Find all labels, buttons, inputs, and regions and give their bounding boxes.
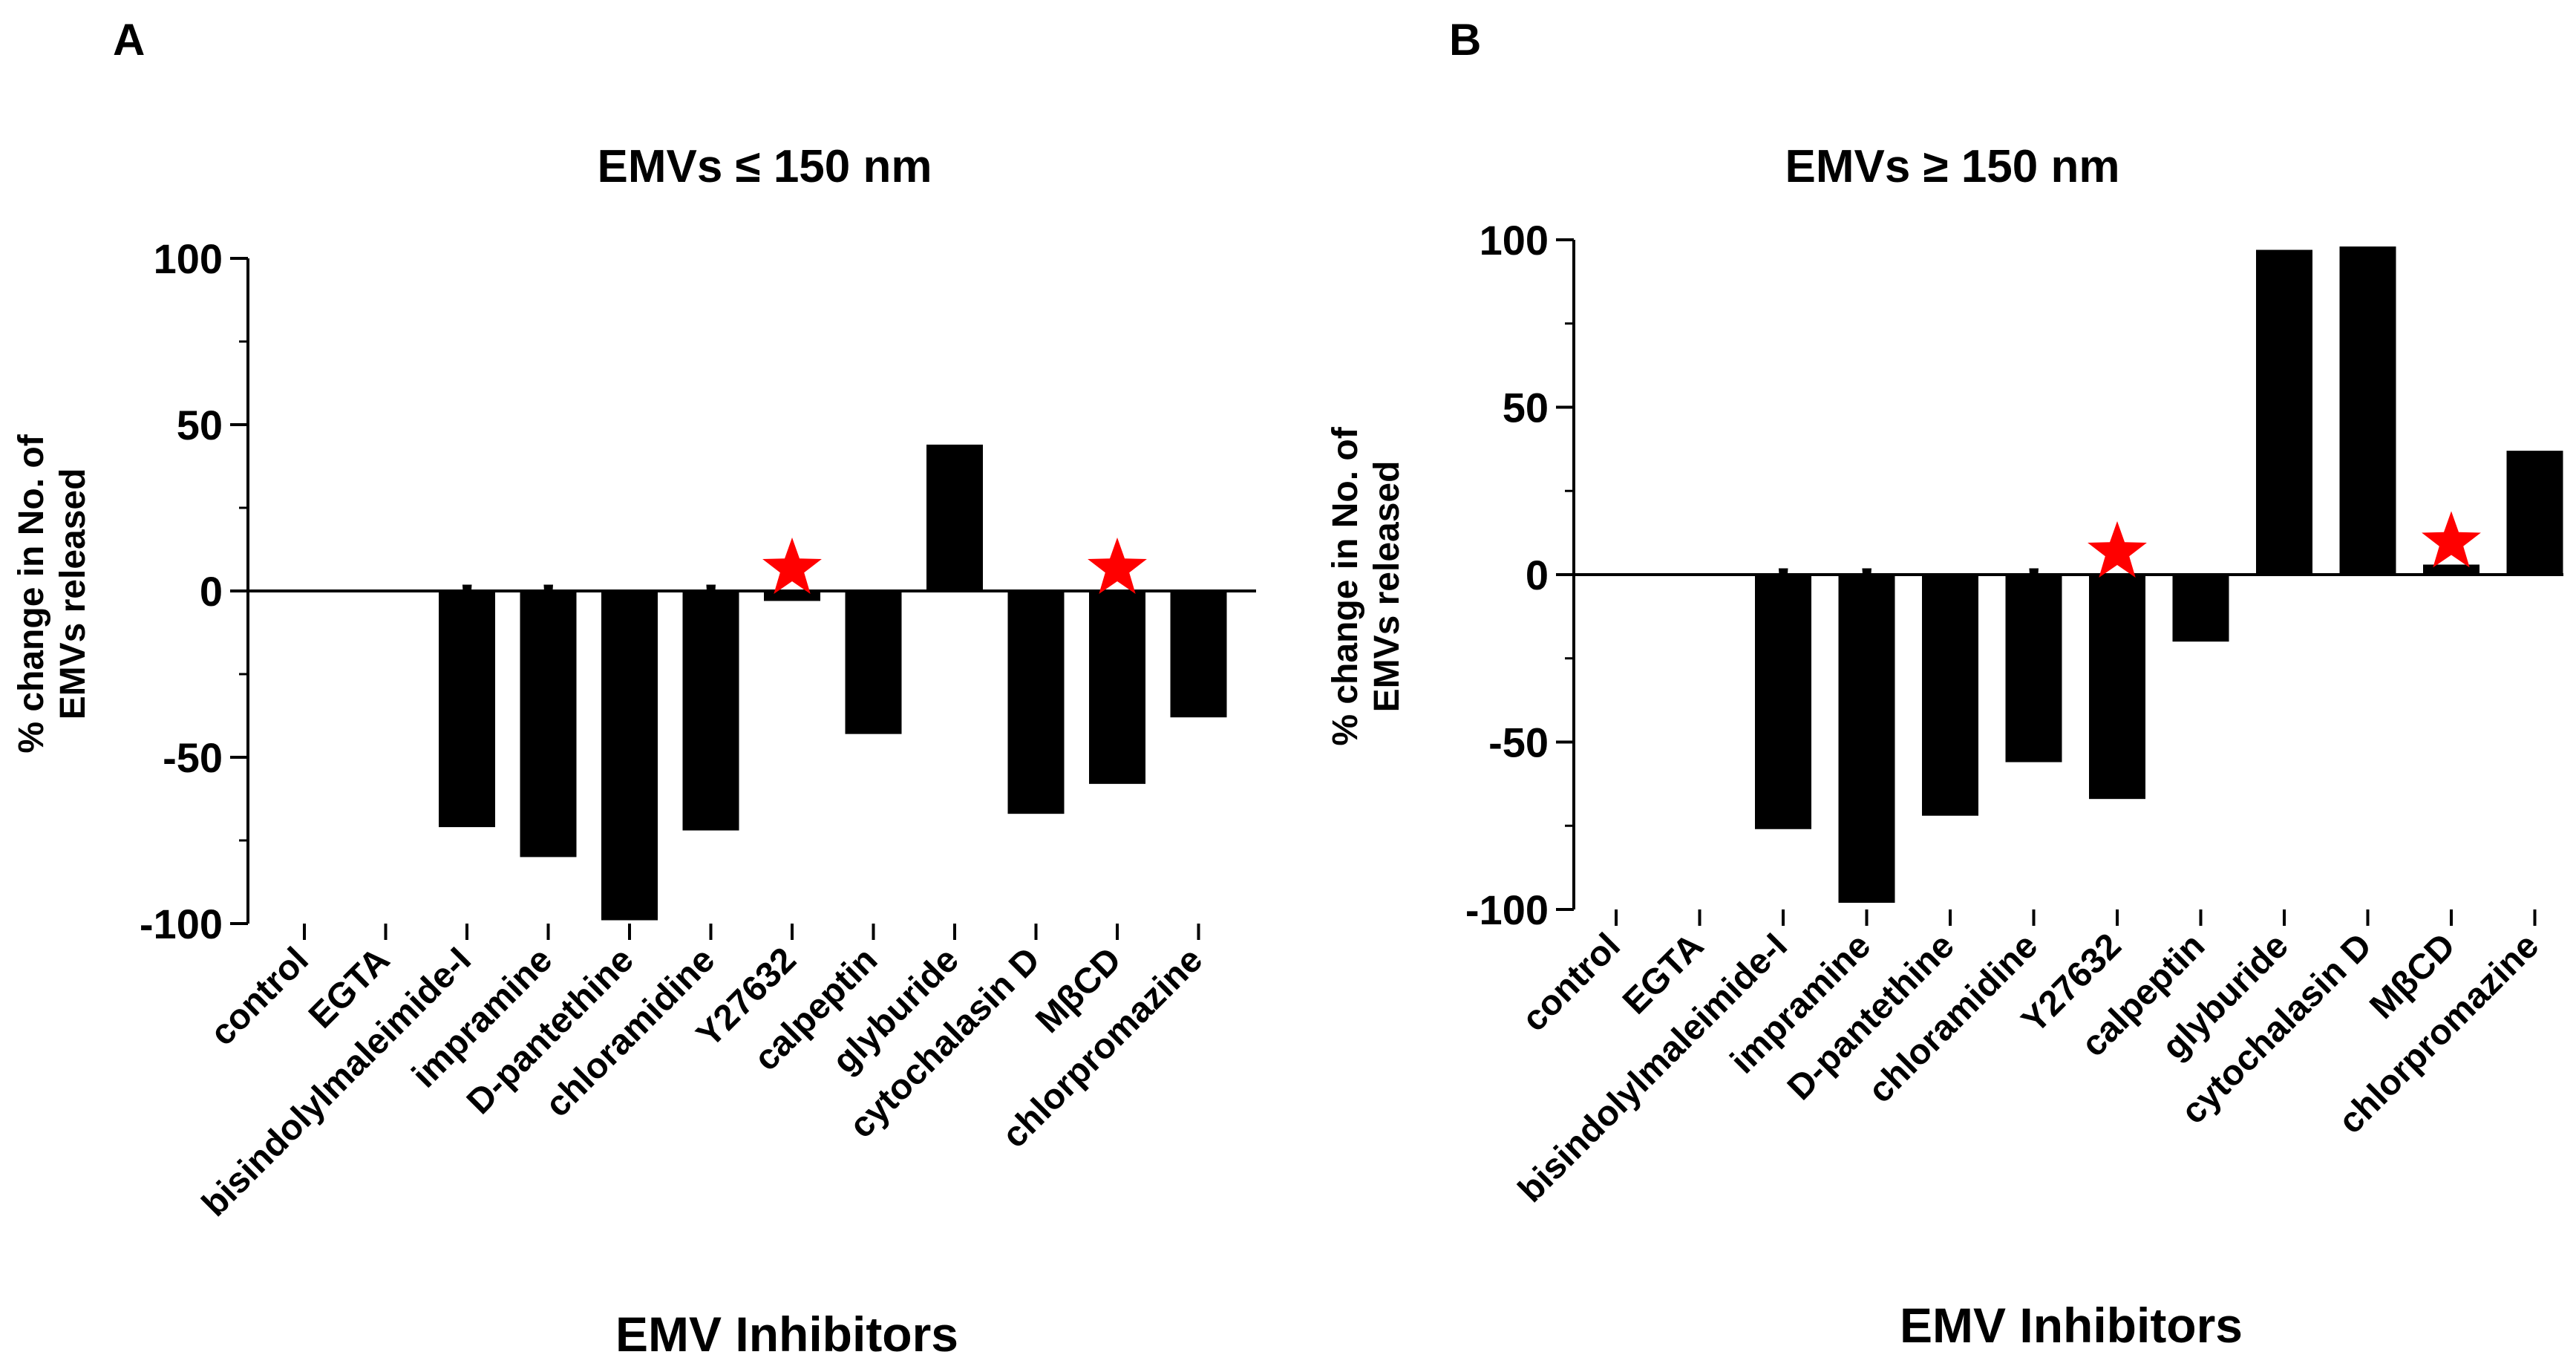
panel-b-y-axis-label: % change in No. of EMVs released: [1326, 426, 1407, 745]
panel-a-plot: 100500-50-100controlEGTAbisindolylmaleim…: [140, 235, 1256, 1224]
panel-a-bar-8: [845, 591, 902, 734]
panel-b-bar-3: [1755, 575, 1811, 829]
panel-b-y-tick-label: -100: [1465, 886, 1549, 933]
panel-b-bar-9: [2256, 249, 2312, 575]
panel-a-y-tick-label: 100: [154, 235, 223, 282]
panel-b-bar-8: [2172, 575, 2229, 642]
panel-a-y-tick-label: -100: [140, 901, 223, 947]
panel-b-y-tick-label: 0: [1526, 552, 1549, 598]
panel-b-red-star-icon: [2088, 521, 2147, 578]
panel-a-title: EMVs ≤ 150 nm: [598, 141, 932, 192]
panel-b-bar-6: [2005, 575, 2062, 762]
panel-a-bar-5: [601, 591, 658, 921]
panel-b-bar-12: [2506, 451, 2563, 575]
panel-b-significance-asterisk: *: [2016, 549, 2051, 649]
panel-a-y-tick-label: -50: [163, 734, 223, 781]
panel-b-significance-asterisk: *: [1766, 549, 1801, 649]
panel-a-red-star-icon: [762, 538, 822, 594]
panel-a-red-star-icon: [1088, 538, 1147, 594]
panel-b-bar-4: [1838, 575, 1895, 903]
panel-a-y-axis-label-line1: % change in No. of: [12, 434, 51, 753]
panel-b-letter: B: [1449, 15, 1481, 65]
panel-a-y-axis-label-line2: EMVs released: [53, 468, 93, 720]
panel-a-category-label-1: control: [203, 940, 316, 1053]
panel-b-y-tick-label: -50: [1488, 719, 1549, 766]
panel-a-y-tick-label: 50: [177, 402, 223, 448]
panel-a-significance-asterisk: *: [531, 566, 566, 665]
panel-b-bar-10: [2339, 246, 2396, 575]
panel-a-significance-asterisk: *: [450, 566, 485, 665]
panel-b-title: EMVs ≥ 150 nm: [1785, 141, 2120, 192]
panel-b-red-star-icon: [2422, 511, 2481, 568]
panel-a-bar-7: [764, 591, 820, 601]
panel-b-category-label-1: control: [1514, 926, 1627, 1039]
panel-a-bar-4: [520, 591, 577, 858]
panel-a-bar-3: [439, 591, 495, 828]
panel-a-bar-11: [1089, 591, 1145, 784]
panel-a-y-axis-label: % change in No. of EMVs released: [12, 434, 93, 753]
panel-a-bar-12: [1170, 591, 1227, 718]
panel-b-y-tick-label: 50: [1503, 385, 1549, 431]
panel-b-significance-asterisk: *: [1849, 549, 1884, 649]
panel-a-bar-9: [926, 444, 983, 591]
panel-b-y-axis-label-line2: EMVs released: [1367, 461, 1407, 713]
panel-b-bar-11: [2423, 564, 2479, 575]
panel-b-y-tick-label: 100: [1480, 217, 1549, 264]
panel-b-x-axis-label: EMV Inhibitors: [1900, 1298, 2243, 1353]
panel-b-bar-5: [1922, 575, 1978, 816]
panel-a-y-tick-label: 0: [200, 568, 223, 615]
panel-a-x-axis-label: EMV Inhibitors: [615, 1307, 958, 1362]
panel-b-y-axis-label-line1: % change in No. of: [1326, 426, 1365, 745]
panel-a-letter: A: [113, 15, 145, 65]
panel-a-bar-10: [1007, 591, 1065, 814]
panel-a-significance-asterisk: *: [693, 566, 728, 665]
panel-b-bar-7: [2089, 575, 2145, 800]
panel-a-bar-6: [682, 591, 739, 831]
panel-b-plot: 100500-50-100controlEGTAbisindolylmaleim…: [1465, 217, 2563, 1210]
